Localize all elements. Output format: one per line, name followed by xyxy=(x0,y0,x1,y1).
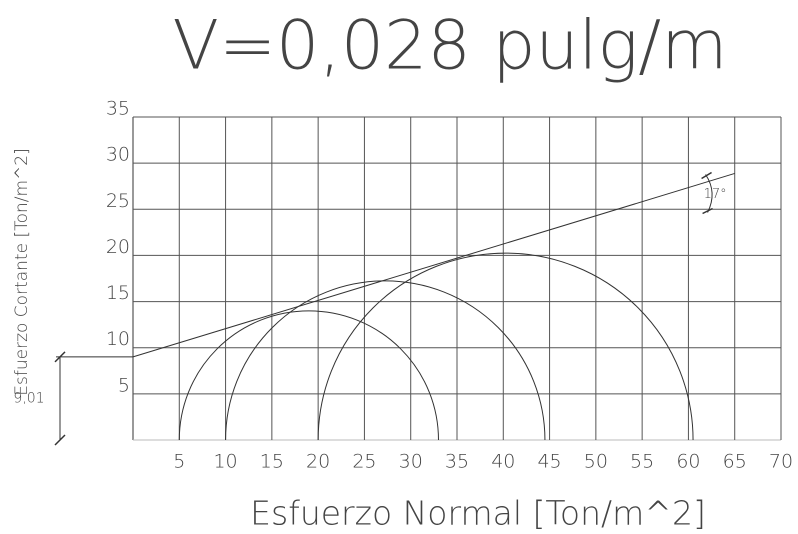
x-tick-label: 60 xyxy=(676,451,700,473)
y-tick-label: 10 xyxy=(106,328,130,350)
y-tick-label: 5 xyxy=(118,374,130,396)
y-tick-label: 15 xyxy=(106,282,130,304)
x-tick-label: 15 xyxy=(260,451,284,473)
angle-arc xyxy=(705,174,713,213)
x-tick-label: 45 xyxy=(537,451,561,473)
x-tick-label: 20 xyxy=(306,451,330,473)
mohr-circle xyxy=(225,280,546,441)
failure-envelope xyxy=(132,172,735,358)
x-tick-label: 25 xyxy=(352,451,376,473)
x-tick-label: 5 xyxy=(173,451,185,473)
angle-tick xyxy=(702,207,713,215)
angle-tick xyxy=(701,171,712,180)
dimension-tick xyxy=(54,434,66,446)
chart-title: V=0,028 pulg/m xyxy=(173,7,728,86)
dimension-tick xyxy=(54,351,66,363)
angle-label: 17° xyxy=(704,187,727,202)
x-tick-label: 40 xyxy=(491,451,515,473)
y-tick-label: 20 xyxy=(106,236,130,258)
y-tick-label: 25 xyxy=(106,190,130,212)
x-tick-label: 65 xyxy=(723,451,747,473)
x-tick-label: 10 xyxy=(213,451,237,473)
x-tick-label: 70 xyxy=(769,451,793,473)
y-tick-label: 30 xyxy=(106,144,130,166)
mohr-circle xyxy=(317,252,694,441)
cohesion-label: 9,01 xyxy=(13,390,44,406)
x-tick-label: 50 xyxy=(584,451,608,473)
y-axis-label: Esfuerzo Cortante [Ton/m^2] xyxy=(12,148,32,395)
x-tick-label: 30 xyxy=(399,451,423,473)
x-tick-label: 35 xyxy=(445,451,469,473)
y-tick-label: 35 xyxy=(106,98,130,120)
x-tick-label: 55 xyxy=(630,451,654,473)
mohr-circle xyxy=(178,310,439,441)
x-axis-label: Esfuerzo Normal [Ton/m^2] xyxy=(250,494,706,533)
